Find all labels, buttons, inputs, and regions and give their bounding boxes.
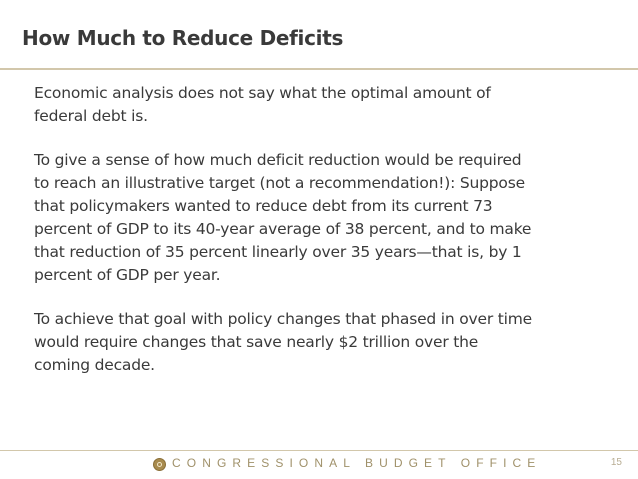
slide-title: How Much to Reduce Deficits [22,26,344,50]
text-line: To give a sense of how much deficit redu… [34,151,522,169]
cbo-seal-icon [153,458,166,471]
footer-organization: CONGRESSIONAL BUDGET OFFICE [172,456,542,470]
footer-divider [0,450,638,451]
text-line: To achieve that goal with policy changes… [34,310,532,328]
paragraph-3: To achieve that goal with policy changes… [34,308,614,377]
text-line: Economic analysis does not say what the … [34,84,491,102]
text-line: coming decade. [34,356,155,374]
text-line: would require changes that save nearly $… [34,333,479,351]
text-line: that reduction of 35 percent linearly ov… [34,243,522,261]
text-line: federal debt is. [34,107,148,125]
slide-body: Economic analysis does not say what the … [34,82,614,398]
page-number: 15 [610,457,622,468]
text-line: that policymakers wanted to reduce debt … [34,197,493,215]
text-line: percent of GDP per year. [34,266,221,284]
text-line: percent of GDP to its 40-year average of… [34,220,532,238]
title-divider [0,68,638,70]
paragraph-1: Economic analysis does not say what the … [34,82,614,128]
paragraph-2: To give a sense of how much deficit redu… [34,149,614,287]
text-line: to reach an illustrative target (not a r… [34,174,525,192]
